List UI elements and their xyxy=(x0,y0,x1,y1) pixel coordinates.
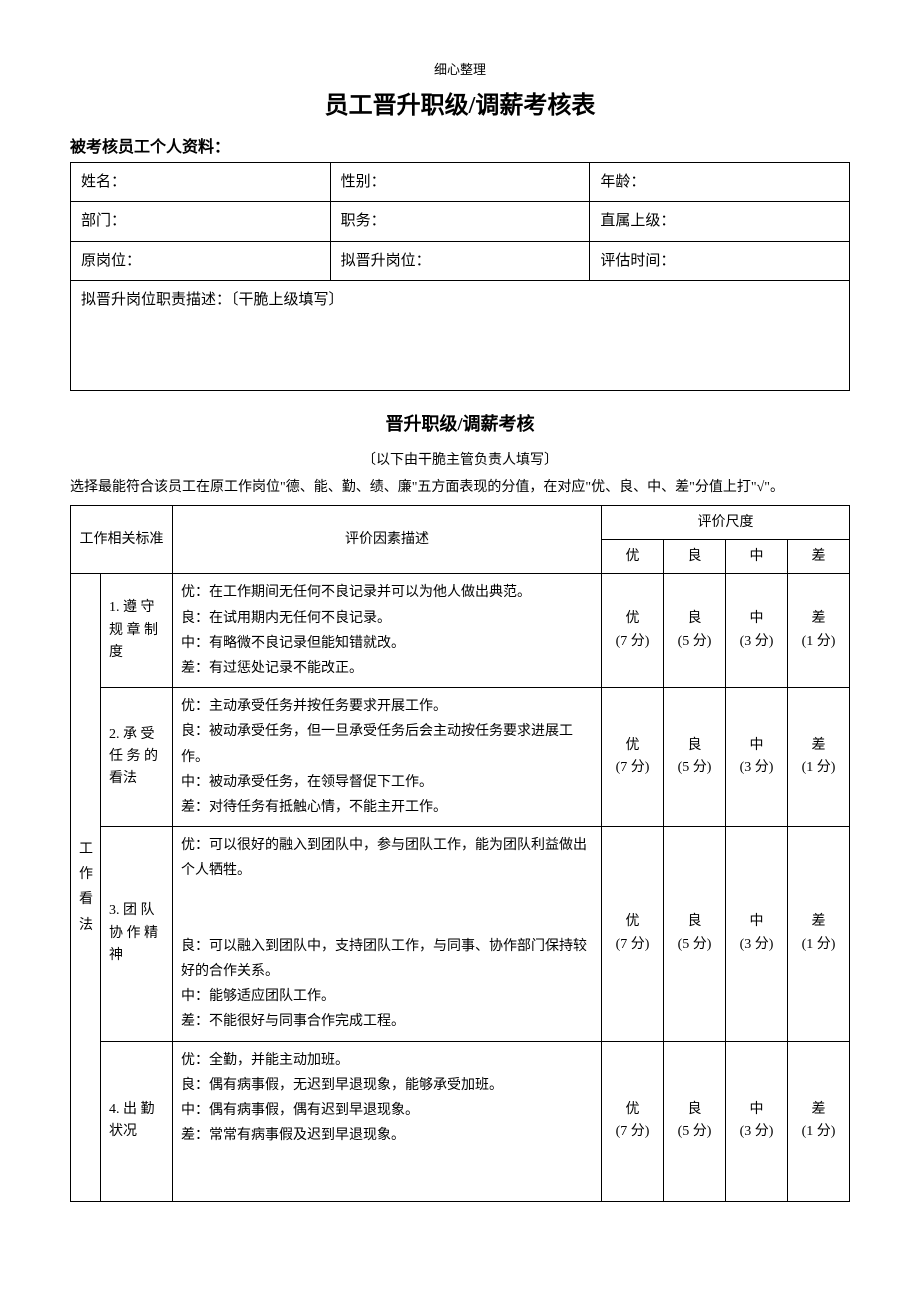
assessment-subtitle: 晋升职级/调薪考核 xyxy=(70,411,850,438)
evaluation-table: 工作相关标准 评价因素描述 评价尺度 优 良 中 差 工作看法 1. 遵 守规 … xyxy=(70,505,850,1201)
main-title: 员工晋升职级/调薪考核表 xyxy=(70,88,850,124)
job-desc-field: 拟晋升岗位职责描述：〔干脆上级填写〕 xyxy=(71,281,850,391)
header-scale: 评价尺度 xyxy=(602,506,850,540)
header-excellent: 优 xyxy=(602,540,664,574)
score-1-good[interactable]: 良(5 分) xyxy=(664,574,726,688)
score-3-good[interactable]: 良(5 分) xyxy=(664,827,726,1042)
score-4-excellent[interactable]: 优(7 分) xyxy=(602,1041,664,1201)
category-name: 工作看法 xyxy=(79,842,93,933)
desc-2: 优：主动承受任务并按任务要求开展工作。良：被动承受任务，但一旦承受任务后会主动按… xyxy=(173,688,602,827)
dept-field: 部门： xyxy=(71,202,331,242)
supervisor-field: 直属上级： xyxy=(590,202,850,242)
item-1: 1. 遵 守规 章 制度 xyxy=(101,574,173,688)
score-1-excellent[interactable]: 优(7 分) xyxy=(602,574,664,688)
age-field: 年龄： xyxy=(590,162,850,202)
item-2: 2. 承 受任 务 的看法 xyxy=(101,688,173,827)
score-3-average[interactable]: 中(3 分) xyxy=(726,827,788,1042)
score-2-excellent[interactable]: 优(7 分) xyxy=(602,688,664,827)
desc-1: 优：在工作期间无任何不良记录并可以为他人做出典范。良：在试用期内无任何不良记录。… xyxy=(173,574,602,688)
page-header-small: 细心整理 xyxy=(70,60,850,80)
desc-4: 优：全勤，并能主动加班。良：偶有病事假，无迟到早退现象，能够承受加班。中：偶有病… xyxy=(173,1041,602,1201)
score-1-poor[interactable]: 差(1 分) xyxy=(788,574,850,688)
orig-post-field: 原岗位： xyxy=(71,241,331,281)
section-label-personal: 被考核员工个人资料： xyxy=(70,136,850,160)
position-field: 职务： xyxy=(330,202,590,242)
score-2-average[interactable]: 中(3 分) xyxy=(726,688,788,827)
desc-3: 优：可以很好的融入到团队中，参与团队工作，能为团队利益做出个人牺牲。良：可以融入… xyxy=(173,827,602,1042)
score-4-poor[interactable]: 差(1 分) xyxy=(788,1041,850,1201)
eval-time-field: 评估时间： xyxy=(590,241,850,281)
score-2-good[interactable]: 良(5 分) xyxy=(664,688,726,827)
assessment-note: 〔以下由干脆主管负责人填写〕 xyxy=(70,450,850,471)
header-criteria: 工作相关标准 xyxy=(71,506,173,574)
category-cell: 工作看法 xyxy=(71,574,101,1201)
score-4-average[interactable]: 中(3 分) xyxy=(726,1041,788,1201)
header-desc: 评价因素描述 xyxy=(173,506,602,574)
personal-info-table: 姓名： 性别： 年龄： 部门： 职务： 直属上级： 原岗位： 拟晋升岗位： 评估… xyxy=(70,162,850,392)
name-field: 姓名： xyxy=(71,162,331,202)
header-poor: 差 xyxy=(788,540,850,574)
item-3: 3. 团 队协 作 精神 xyxy=(101,827,173,1042)
score-1-average[interactable]: 中(3 分) xyxy=(726,574,788,688)
header-average: 中 xyxy=(726,540,788,574)
score-4-good[interactable]: 良(5 分) xyxy=(664,1041,726,1201)
score-3-excellent[interactable]: 优(7 分) xyxy=(602,827,664,1042)
item-4: 4. 出 勤状况 xyxy=(101,1041,173,1201)
gender-field: 性别： xyxy=(330,162,590,202)
score-3-poor[interactable]: 差(1 分) xyxy=(788,827,850,1042)
score-2-poor[interactable]: 差(1 分) xyxy=(788,688,850,827)
new-post-field: 拟晋升岗位： xyxy=(330,241,590,281)
assessment-instruction: 选择最能符合该员工在原工作岗位"德、能、勤、绩、廉"五方面表现的分值，在对应"优… xyxy=(70,477,850,499)
header-good: 良 xyxy=(664,540,726,574)
